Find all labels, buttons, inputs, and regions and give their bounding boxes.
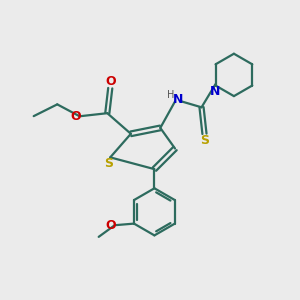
Text: S: S	[104, 157, 113, 170]
Text: O: O	[106, 75, 116, 88]
Text: O: O	[106, 219, 116, 232]
Text: N: N	[173, 93, 184, 106]
Text: O: O	[70, 110, 81, 123]
Text: S: S	[200, 134, 209, 147]
Text: N: N	[210, 85, 220, 98]
Text: H: H	[167, 90, 174, 100]
